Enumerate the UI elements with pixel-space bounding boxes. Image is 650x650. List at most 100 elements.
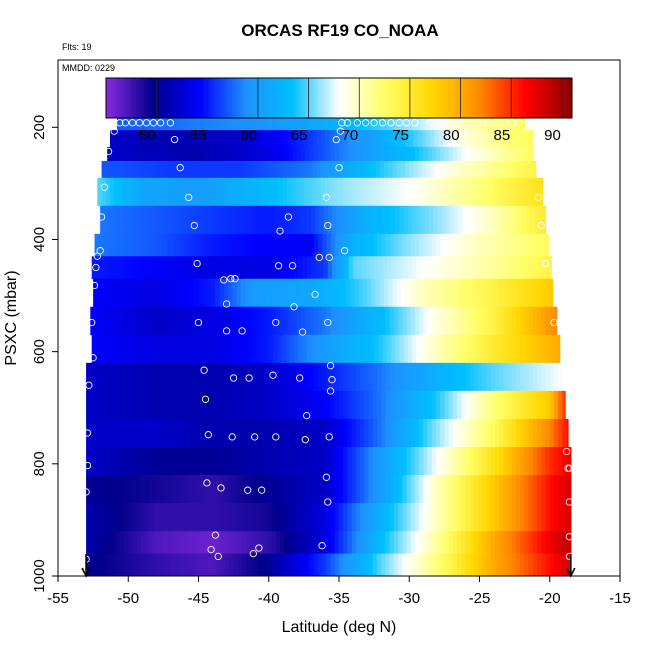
heatmap-cell [212,233,218,257]
heatmap-cell [132,390,138,420]
heatmap-cell [204,233,209,257]
heatmap-cell [504,116,510,131]
heatmap-cell [503,233,509,257]
heatmap-cell [249,160,254,179]
heatmap-cell [277,256,282,280]
heatmap-cell [187,447,193,476]
heatmap-cell [534,205,540,235]
heatmap-cell [329,278,334,308]
y-tick-label: 200 [31,115,48,140]
heatmap-cell [527,278,533,308]
heatmap-cell [251,116,257,131]
heatmap-cell [496,205,502,235]
heatmap-cell [159,116,164,131]
colorbar-cell [187,78,191,118]
heatmap-cell [390,205,396,235]
heatmap-cell [357,116,363,131]
heatmap-cell [452,531,458,554]
heatmap-cell [138,334,143,364]
heatmap-cell [177,177,183,207]
heatmap-cell [465,306,471,336]
heatmap-cell [440,390,445,420]
heatmap-cell [322,503,327,532]
heatmap-cell [433,116,438,131]
heatmap-cell [302,116,308,131]
heatmap-cell [465,418,471,448]
heatmap-cell [284,146,290,162]
heatmap-cell [334,146,340,162]
heatmap-cell [374,116,379,131]
heatmap-cell [499,233,504,257]
colorbar-cell [318,78,322,118]
colorbar-cell [151,78,155,118]
heatmap-cell [187,146,193,162]
heatmap-cell [254,390,260,420]
heatmap-cell [473,553,479,576]
heatmap-cell [199,418,205,448]
x-tick-label: -35 [328,590,350,607]
heatmap-cell [187,531,193,554]
sample-point [110,127,118,135]
heatmap-cell [90,390,96,420]
heatmap-cell [119,146,125,162]
heatmap-cell [360,447,365,476]
colorbar-cell [503,78,507,118]
heatmap-cell [339,146,344,162]
heatmap-cell [501,177,507,207]
heatmap-cell [520,503,526,532]
heatmap-cell [354,130,360,148]
heatmap-cell [410,306,416,336]
heatmap-cell [518,160,524,179]
heatmap-cell [486,447,492,476]
heatmap-cell [503,553,509,576]
heatmap-cell [181,130,187,148]
colorbar-cell [511,78,515,118]
heatmap-cell [326,390,332,420]
heatmap-cell [163,256,169,280]
heatmap-cell [360,233,365,257]
heatmap-cell [393,390,399,420]
heatmap-cell [362,177,368,207]
heatmap-cell [514,278,520,308]
heatmap-cell [326,553,332,576]
heatmap-cell [398,503,403,532]
heatmap-cell [347,531,353,554]
heatmap-cell [469,362,475,392]
heatmap-cell [414,475,420,504]
heatmap-cell [237,418,243,448]
sample-point [326,362,335,370]
sample-point [214,552,222,561]
heatmap-cell [229,503,235,532]
heatmap-cell [295,160,301,179]
heatmap-cell [513,205,519,235]
heatmap-cell [516,390,521,420]
y-tick-label: 800 [31,451,48,476]
heatmap-cell [310,334,316,364]
colorbar-cell [260,78,264,118]
heatmap-cell [442,160,448,179]
heatmap-cell [205,256,211,280]
heatmap-cell [275,233,281,257]
heatmap-cell [98,475,104,504]
heatmap-cell [122,278,128,308]
heatmap-cell [298,205,304,235]
heatmap-cell [296,146,302,162]
heatmap-cell [532,475,538,504]
heatmap-cell [136,233,142,257]
heatmap-cell [537,553,542,576]
heatmap-cell [204,503,209,532]
heatmap-cell [258,553,264,576]
heatmap-cell [146,205,152,235]
sample-point [128,119,137,127]
heatmap-cell [483,116,489,131]
heatmap-cell [195,390,201,420]
heatmap-cell [507,475,513,504]
heatmap-cell [211,278,216,308]
heatmap-cell [355,362,361,392]
colorbar-cell [344,78,348,118]
heatmap-cell [549,531,555,554]
heatmap-cell [305,553,311,576]
heatmap-cell [195,146,201,162]
heatmap-cell [326,146,332,162]
heatmap-cell [174,503,180,532]
